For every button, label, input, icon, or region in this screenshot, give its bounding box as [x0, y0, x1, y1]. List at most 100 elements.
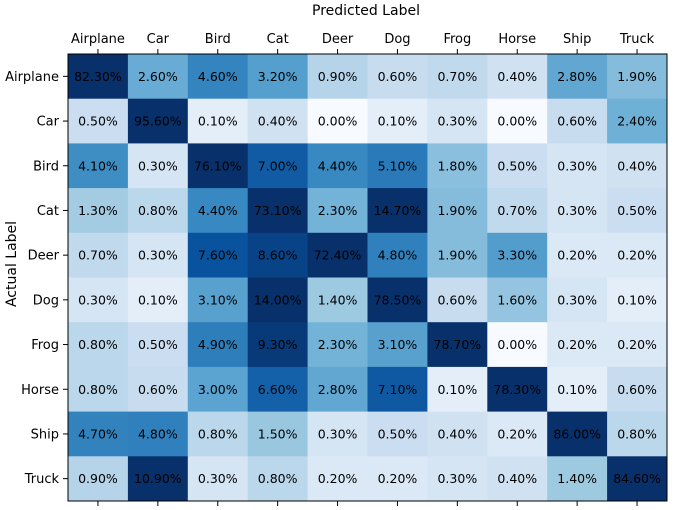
- cell-rect: [127, 232, 189, 278]
- heatmap-cell: 86.00%: [547, 411, 608, 457]
- x-tick-label: Truck: [619, 32, 655, 47]
- y-tick-label: Truck: [24, 472, 60, 487]
- heatmap-cell: 0.50%: [127, 322, 189, 368]
- cell-rect: [187, 277, 249, 323]
- heatmap-cell: 1.60%: [487, 277, 548, 323]
- heatmap-cell: 78.30%: [487, 366, 548, 413]
- heatmap-cell: 3.20%: [247, 54, 309, 100]
- cell-rect: [68, 322, 129, 368]
- cell-rect: [247, 232, 309, 278]
- x-tick-label: Cat: [267, 32, 289, 47]
- plot-frame: [67, 53, 668, 502]
- cell-value-label: 73.10%: [254, 203, 302, 218]
- cell-value-label: 0.20%: [318, 471, 358, 486]
- cell-rect: [427, 322, 488, 368]
- cell-value-label: 0.20%: [557, 337, 597, 352]
- heatmap-cell: 0.20%: [487, 411, 548, 457]
- cell-value-label: 0.60%: [437, 292, 477, 307]
- cell-value-label: 0.40%: [617, 158, 657, 173]
- heatmap-cell: 1.90%: [607, 54, 668, 100]
- cell-rect: [547, 456, 608, 502]
- cell-rect: [607, 54, 668, 100]
- cell-rect: [68, 188, 129, 234]
- cell-value-label: 1.30%: [78, 203, 118, 218]
- heatmap-cell: 0.30%: [307, 411, 368, 457]
- cell-rect: [367, 232, 428, 278]
- cell-rect: [68, 54, 129, 100]
- heatmap-cell: 95.60%: [127, 98, 189, 144]
- heatmap-cell: 0.60%: [427, 277, 488, 323]
- cell-rect: [547, 54, 608, 100]
- cell-value-label: 0.60%: [378, 69, 418, 84]
- cell-rect: [427, 232, 488, 278]
- heatmap-cell: 0.70%: [487, 188, 548, 234]
- heatmap-cell: 0.00%: [307, 98, 368, 144]
- heatmap-cell: 4.90%: [187, 322, 249, 368]
- heatmap-cell: 0.70%: [427, 54, 488, 100]
- cell-value-label: 0.70%: [78, 248, 118, 263]
- cell-value-label: 9.30%: [258, 337, 298, 352]
- heatmap-cell: 5.10%: [367, 143, 428, 189]
- cell-value-label: 0.20%: [557, 248, 597, 263]
- cell-value-label: 0.50%: [497, 158, 537, 173]
- cell-value-label: 0.60%: [138, 382, 178, 397]
- cell-rect: [307, 277, 368, 323]
- cell-rect: [427, 366, 488, 413]
- heatmap-cell: 0.50%: [68, 98, 129, 144]
- cell-value-label: 3.20%: [258, 69, 298, 84]
- heatmap-cell: 73.10%: [247, 188, 309, 234]
- cell-rect: [307, 54, 368, 100]
- cell-value-label: 0.80%: [78, 337, 118, 352]
- heatmap-cell: 0.10%: [187, 98, 249, 144]
- heatmap-cell: 0.40%: [427, 411, 488, 457]
- cell-rect: [307, 456, 368, 502]
- cell-value-label: 2.30%: [318, 337, 358, 352]
- cell-rect: [547, 366, 608, 413]
- heatmap-cell: 9.30%: [247, 322, 309, 368]
- heatmap-cell: 84.60%: [607, 456, 668, 502]
- cell-rect: [307, 188, 368, 234]
- heatmap-cell: 4.70%: [68, 411, 129, 457]
- cell-rect: [547, 188, 608, 234]
- cell-rect: [427, 456, 488, 502]
- heatmap-cell: 0.00%: [487, 322, 548, 368]
- cell-value-label: 0.50%: [378, 426, 418, 441]
- cell-value-label: 0.50%: [78, 114, 118, 129]
- cell-rect: [487, 277, 548, 323]
- cell-value-label: 14.00%: [254, 292, 302, 307]
- cell-rect: [367, 411, 428, 457]
- cell-value-label: 0.20%: [378, 471, 418, 486]
- cell-rect: [247, 456, 309, 502]
- y-tick-label: Deer: [28, 249, 60, 264]
- cell-rect: [367, 54, 428, 100]
- cell-value-label: 0.30%: [557, 158, 597, 173]
- cell-value-label: 1.90%: [617, 69, 657, 84]
- cell-value-label: 1.40%: [318, 292, 358, 307]
- cell-rect: [307, 366, 368, 413]
- heatmap-cell: 0.80%: [68, 366, 129, 413]
- heatmap-cell: 0.50%: [367, 411, 428, 457]
- cell-rect: [68, 277, 129, 323]
- heatmap-cell: 0.20%: [547, 322, 608, 368]
- cell-rect: [247, 411, 309, 457]
- heatmap-cell: 0.10%: [547, 366, 608, 413]
- heatmap-cell: 0.20%: [607, 232, 668, 278]
- y-tick-label: Airplane: [5, 70, 59, 85]
- cell-value-label: 0.30%: [557, 203, 597, 218]
- cell-rect: [247, 188, 309, 234]
- cell-rect: [487, 232, 548, 278]
- cell-value-label: 14.70%: [374, 203, 422, 218]
- chart-title: Predicted Label: [312, 3, 420, 19]
- cell-rect: [68, 366, 129, 413]
- cell-rect: [187, 411, 249, 457]
- heatmap-cell: 0.20%: [367, 456, 428, 502]
- cell-rect: [487, 456, 548, 502]
- heatmap-cell: 1.90%: [427, 232, 488, 278]
- cell-value-label: 0.80%: [138, 203, 178, 218]
- cell-value-label: 3.10%: [378, 337, 418, 352]
- heatmap-cell: 0.60%: [367, 54, 428, 100]
- cell-rect: [127, 188, 189, 234]
- cell-value-label: 82.30%: [74, 69, 122, 84]
- heatmap-cell: 2.80%: [307, 366, 368, 413]
- cell-rect: [367, 98, 428, 144]
